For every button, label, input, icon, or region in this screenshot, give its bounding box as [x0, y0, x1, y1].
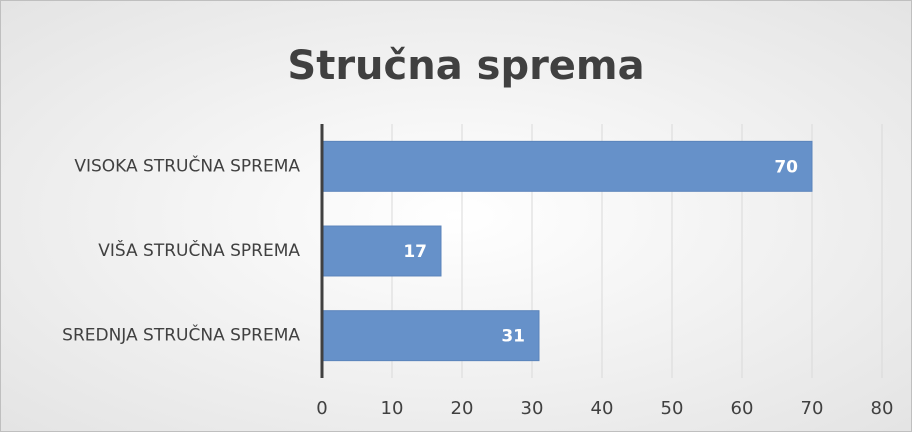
x-tick-label: 30	[521, 398, 544, 419]
data-label: 70	[774, 157, 798, 177]
data-label: 17	[403, 242, 427, 262]
x-tick-label: 0	[316, 398, 327, 419]
x-tick-label: 70	[801, 398, 824, 419]
y-tick-label: SREDNJA STRUČNA SPREMA	[62, 324, 300, 346]
x-tick-label: 60	[731, 398, 754, 419]
chart-title: Stručna sprema	[287, 43, 644, 89]
x-tick-label: 40	[591, 398, 614, 419]
x-tick-label: 20	[451, 398, 474, 419]
bar	[321, 310, 540, 362]
bars: VISOKA STRUČNA SPREMA 70 VIŠA STRUČNA SPRE…	[62, 140, 813, 362]
bar	[321, 140, 813, 192]
x-tick-label: 10	[381, 398, 404, 419]
x-tick-label: 50	[661, 398, 684, 419]
y-tick-label: VISOKA STRUČNA SPREMA	[74, 154, 300, 176]
bar	[321, 225, 442, 277]
y-tick-label: VIŠA STRUČNA SPREMA	[98, 239, 300, 261]
x-tick-label: 80	[871, 398, 894, 419]
data-label: 31	[501, 327, 525, 347]
